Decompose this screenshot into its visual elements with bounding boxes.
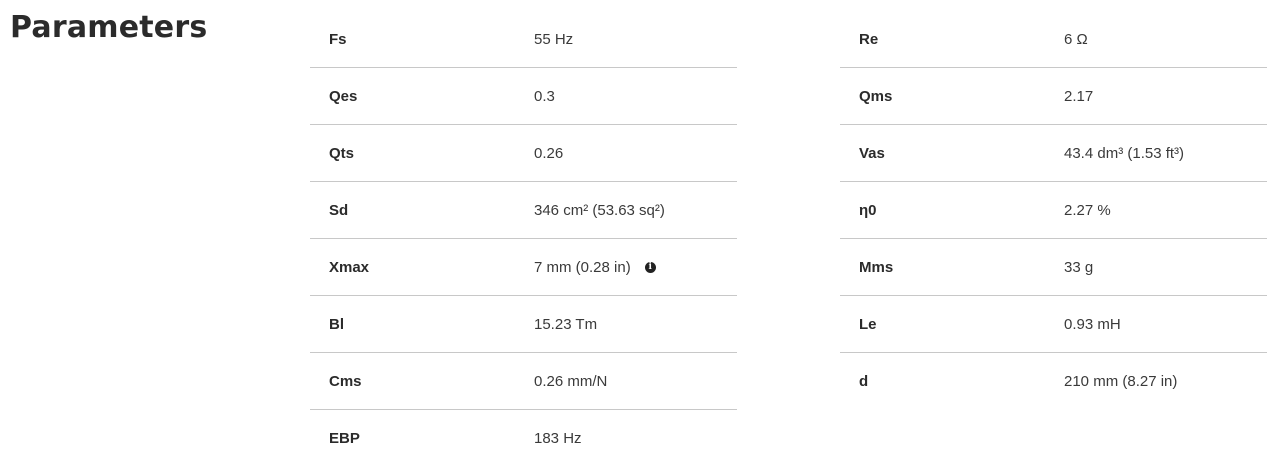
param-row-le: Le 0.93 mH <box>840 296 1267 353</box>
param-value: 0.26 <box>534 145 564 162</box>
parameters-table-left: Fs 55 Hz Qes 0.3 Qts 0.26 Sd 346 cm² (53.63 … <box>310 11 737 466</box>
param-label: EBP <box>329 430 360 447</box>
param-label: d <box>859 373 869 390</box>
param-value: 2.27 % <box>1064 202 1111 219</box>
parameters-table-right: Re 6 Ω Qms 2.17 Vas 43.4 dm³ (1.53 ft³) η0 2… <box>840 11 1267 409</box>
param-label: Qts <box>329 145 355 162</box>
param-row-sd: Sd 346 cm² (53.63 sq²) <box>310 182 737 239</box>
param-value: 7 mm (0.28 in) <box>534 259 631 276</box>
param-value: 15.23 Tm <box>534 316 598 333</box>
param-row-bl: Bl 15.23 Tm <box>310 296 737 353</box>
param-value: 2.17 <box>1064 88 1094 105</box>
param-label: Vas <box>859 145 885 162</box>
param-label: η0 <box>859 202 877 219</box>
param-label: Qms <box>859 88 893 105</box>
param-label: Sd <box>329 202 349 219</box>
param-value: 6 Ω <box>1064 31 1088 48</box>
param-value: 346 cm² (53.63 sq²) <box>534 202 665 219</box>
param-row-fs: Fs 55 Hz <box>310 11 737 68</box>
param-label: Fs <box>329 31 347 48</box>
param-row-mms: Mms 33 g <box>840 239 1267 296</box>
param-row-vas: Vas 43.4 dm³ (1.53 ft³) <box>840 125 1267 182</box>
param-row-cms: Cms 0.26 mm/N <box>310 353 737 410</box>
param-row-qms: Qms 2.17 <box>840 68 1267 125</box>
param-label: Xmax <box>329 259 370 276</box>
param-row-d: d 210 mm (8.27 in) <box>840 353 1267 409</box>
param-value: 183 Hz <box>534 430 582 447</box>
param-label: Cms <box>329 373 362 390</box>
param-value: 210 mm (8.27 in) <box>1064 373 1178 390</box>
param-value: 33 g <box>1064 259 1094 276</box>
param-label: Qes <box>329 88 358 105</box>
param-value: 55 Hz <box>534 31 574 48</box>
param-value: 0.3 <box>534 88 555 105</box>
param-value: 43.4 dm³ (1.53 ft³) <box>1064 145 1185 162</box>
param-row-xmax: Xmax 7 mm (0.28 in) i <box>310 239 737 296</box>
param-value-wrap: 7 mm (0.28 in) i <box>534 259 656 276</box>
param-row-qts: Qts 0.26 <box>310 125 737 182</box>
param-label: Bl <box>329 316 344 333</box>
param-row-qes: Qes 0.3 <box>310 68 737 125</box>
info-icon[interactable]: i <box>644 262 656 273</box>
param-label: Le <box>859 316 877 333</box>
param-label: Mms <box>859 259 894 276</box>
param-label: Re <box>859 31 879 48</box>
section-title: Parameters <box>10 10 208 45</box>
param-row-re: Re 6 Ω <box>840 11 1267 68</box>
param-value: 0.93 mH <box>1064 316 1121 333</box>
param-value: 0.26 mm/N <box>534 373 608 390</box>
param-row-ebp: EBP 183 Hz <box>310 410 737 466</box>
param-row-eta0: η0 2.27 % <box>840 182 1267 239</box>
